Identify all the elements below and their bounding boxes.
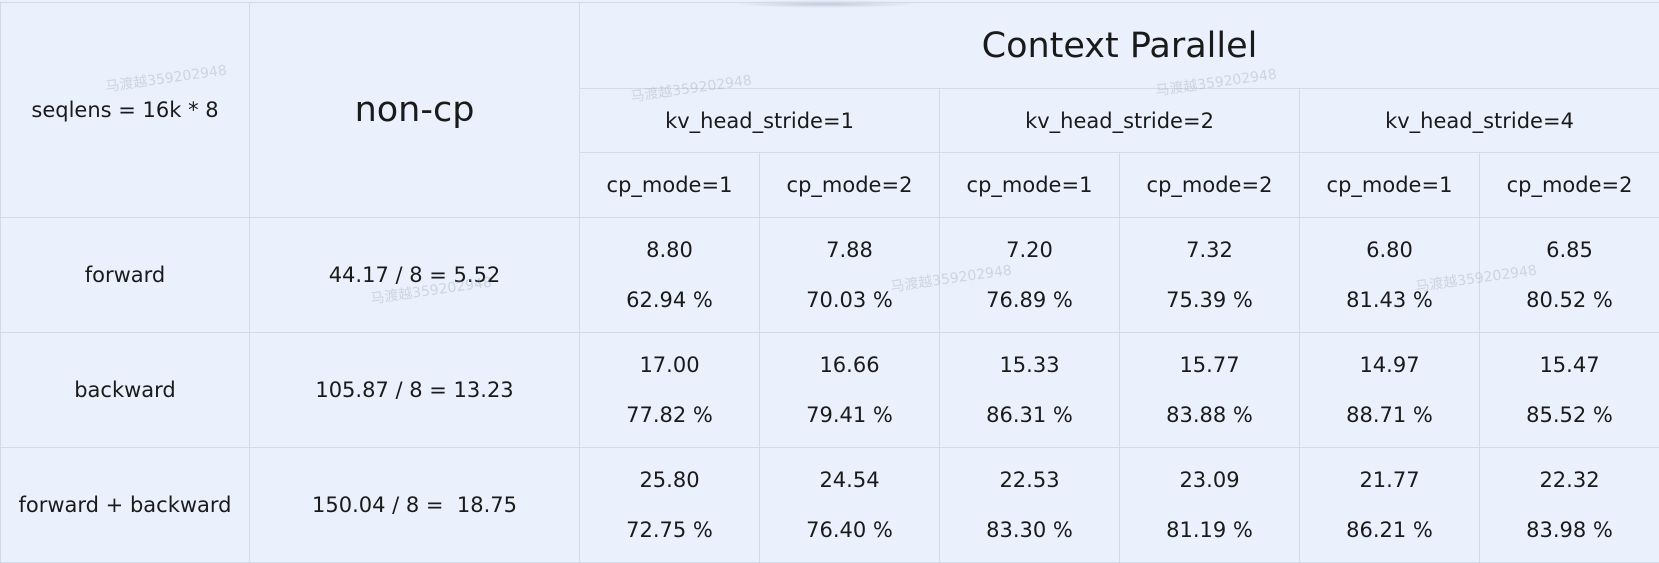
noncp-value: 150.04 / 8 = 18.75	[250, 448, 580, 563]
percent-value: 75.39 %	[1120, 290, 1299, 311]
percent-value: 88.71 %	[1300, 405, 1479, 426]
time-value: 23.09	[1120, 470, 1299, 491]
header-mode: cp_mode=2	[1480, 153, 1659, 218]
header-stride-4: kv_head_stride=4	[1300, 89, 1659, 153]
result-cell: 24.54 76.40 %	[760, 448, 940, 563]
time-value: 17.00	[580, 355, 759, 376]
row-label: backward	[1, 333, 250, 448]
time-value: 22.53	[940, 470, 1119, 491]
result-cell: 16.66 79.41 %	[760, 333, 940, 448]
result-cell: 21.77 86.21 %	[1300, 448, 1480, 563]
percent-value: 85.52 %	[1480, 405, 1659, 426]
header-noncp: non-cp	[250, 3, 580, 218]
percent-value: 86.21 %	[1300, 520, 1479, 541]
result-cell: 17.00 77.82 %	[580, 333, 760, 448]
time-value: 7.32	[1120, 240, 1299, 261]
time-value: 7.88	[760, 240, 939, 261]
time-value: 24.54	[760, 470, 939, 491]
noncp-value: 105.87 / 8 = 13.23	[250, 333, 580, 448]
header-mode: cp_mode=2	[760, 153, 940, 218]
table-row: forward 44.17 / 8 = 5.52 8.80 62.94 % 7.8…	[1, 218, 1659, 333]
time-value: 15.33	[940, 355, 1119, 376]
header-stride-1: kv_head_stride=1	[580, 89, 940, 153]
result-cell: 15.47 85.52 %	[1480, 333, 1659, 448]
time-value: 22.32	[1480, 470, 1659, 491]
time-value: 14.97	[1300, 355, 1479, 376]
percent-value: 83.30 %	[940, 520, 1119, 541]
time-value: 21.77	[1300, 470, 1479, 491]
time-value: 6.80	[1300, 240, 1479, 261]
percent-value: 81.19 %	[1120, 520, 1299, 541]
header-stride-2: kv_head_stride=2	[940, 89, 1300, 153]
percent-value: 70.03 %	[760, 290, 939, 311]
time-value: 8.80	[580, 240, 759, 261]
time-value: 15.47	[1480, 355, 1659, 376]
noncp-value: 44.17 / 8 = 5.52	[250, 218, 580, 333]
result-cell: 7.88 70.03 %	[760, 218, 940, 333]
percent-value: 86.31 %	[940, 405, 1119, 426]
percent-value: 76.89 %	[940, 290, 1119, 311]
result-cell: 23.09 81.19 %	[1120, 448, 1300, 563]
header-mode: cp_mode=1	[940, 153, 1120, 218]
percent-value: 83.88 %	[1120, 405, 1299, 426]
result-cell: 15.77 83.88 %	[1120, 333, 1300, 448]
percent-value: 72.75 %	[580, 520, 759, 541]
header-context-parallel: Context Parallel	[580, 3, 1659, 89]
row-label: forward	[1, 218, 250, 333]
percent-value: 81.43 %	[1300, 290, 1479, 311]
table-row: forward + backward 150.04 / 8 = 18.75 25…	[1, 448, 1659, 563]
result-cell: 7.32 75.39 %	[1120, 218, 1300, 333]
header-mode: cp_mode=2	[1120, 153, 1300, 218]
percent-value: 83.98 %	[1480, 520, 1659, 541]
result-cell: 7.20 76.89 %	[940, 218, 1120, 333]
percent-value: 62.94 %	[580, 290, 759, 311]
time-value: 25.80	[580, 470, 759, 491]
result-cell: 25.80 72.75 %	[580, 448, 760, 563]
result-cell: 15.33 86.31 %	[940, 333, 1120, 448]
table-row: backward 105.87 / 8 = 13.23 17.00 77.82 %…	[1, 333, 1659, 448]
time-value: 16.66	[760, 355, 939, 376]
percent-value: 80.52 %	[1480, 290, 1659, 311]
header-corner: seqlens = 16k * 8	[1, 3, 250, 218]
result-cell: 14.97 88.71 %	[1300, 333, 1480, 448]
time-value: 7.20	[940, 240, 1119, 261]
result-cell: 6.80 81.43 %	[1300, 218, 1480, 333]
header-mode: cp_mode=1	[580, 153, 760, 218]
percent-value: 76.40 %	[760, 520, 939, 541]
header-mode: cp_mode=1	[1300, 153, 1480, 218]
time-value: 6.85	[1480, 240, 1659, 261]
row-label: forward + backward	[1, 448, 250, 563]
result-cell: 22.32 83.98 %	[1480, 448, 1659, 563]
time-value: 15.77	[1120, 355, 1299, 376]
percent-value: 77.82 %	[580, 405, 759, 426]
result-cell: 6.85 80.52 %	[1480, 218, 1659, 333]
result-cell: 22.53 83.30 %	[940, 448, 1120, 563]
percent-value: 79.41 %	[760, 405, 939, 426]
result-cell: 8.80 62.94 %	[580, 218, 760, 333]
